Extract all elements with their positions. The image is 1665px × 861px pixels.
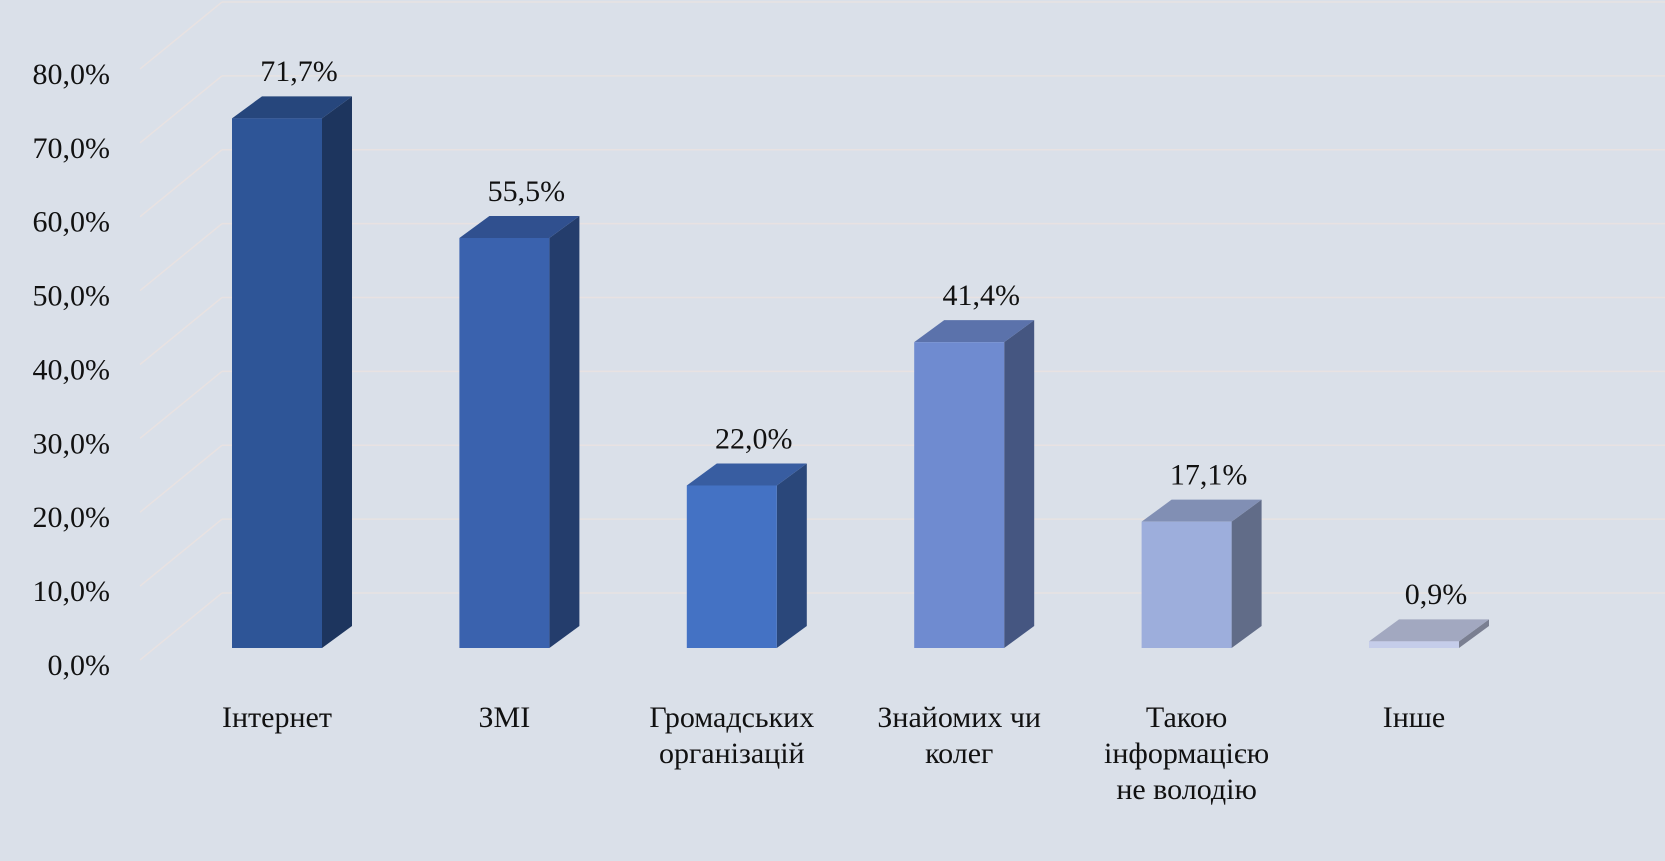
bar-top <box>686 463 807 486</box>
bar <box>1141 521 1232 648</box>
y-tick-label: 10,0% <box>33 575 111 608</box>
value-label: 17,1% <box>1170 459 1248 492</box>
x-tick-label: Інтернет <box>222 701 332 734</box>
grid-line-depth <box>139 592 223 661</box>
value-label: 71,7% <box>260 55 338 88</box>
grid-line-depth <box>139 370 223 439</box>
x-tick-label: Знайомих чи колег <box>877 701 1041 770</box>
bar-side <box>549 215 580 648</box>
bar-side <box>1004 320 1035 648</box>
grid-line-depth <box>139 296 223 366</box>
grid-line-depth <box>139 149 223 218</box>
bar-side <box>322 96 352 648</box>
y-tick-label: 50,0% <box>33 280 111 313</box>
y-tick-label: 40,0% <box>33 353 111 386</box>
value-label: 41,4% <box>942 279 1020 312</box>
y-tick-label: 70,0% <box>33 132 111 165</box>
bar <box>686 485 777 648</box>
grid-line-depth <box>139 1 223 70</box>
bar-top <box>914 320 1035 343</box>
value-label: 0,9% <box>1405 578 1468 611</box>
bar-side <box>776 463 807 648</box>
y-tick-label: 80,0% <box>33 58 111 91</box>
x-tick-label: Інше <box>1382 701 1446 734</box>
bar-side <box>1231 499 1262 648</box>
x-tick-label: Такою інформацією не володію <box>1104 701 1270 806</box>
value-label: 22,0% <box>715 422 793 455</box>
value-label: 55,5% <box>488 175 566 208</box>
grid-line-depth <box>139 444 223 513</box>
bar <box>232 118 322 648</box>
bar <box>1369 641 1459 648</box>
bar-top <box>1141 499 1262 522</box>
y-tick-label: 20,0% <box>33 501 111 534</box>
x-tick-label: Громадських організацій <box>649 701 815 770</box>
grid-line-depth <box>139 223 223 292</box>
bar <box>914 342 1005 648</box>
grid-line-depth <box>139 518 223 587</box>
y-tick-label: 0,0% <box>48 649 111 682</box>
grid-line-depth <box>139 75 223 144</box>
bar <box>459 237 550 648</box>
y-tick-label: 60,0% <box>33 206 111 239</box>
y-tick-label: 30,0% <box>33 427 111 460</box>
bar-top <box>232 96 352 119</box>
bar-top <box>459 215 580 238</box>
bar-top <box>1369 619 1489 642</box>
x-tick-label: ЗМІ <box>478 701 531 734</box>
bar-side <box>1459 619 1489 648</box>
